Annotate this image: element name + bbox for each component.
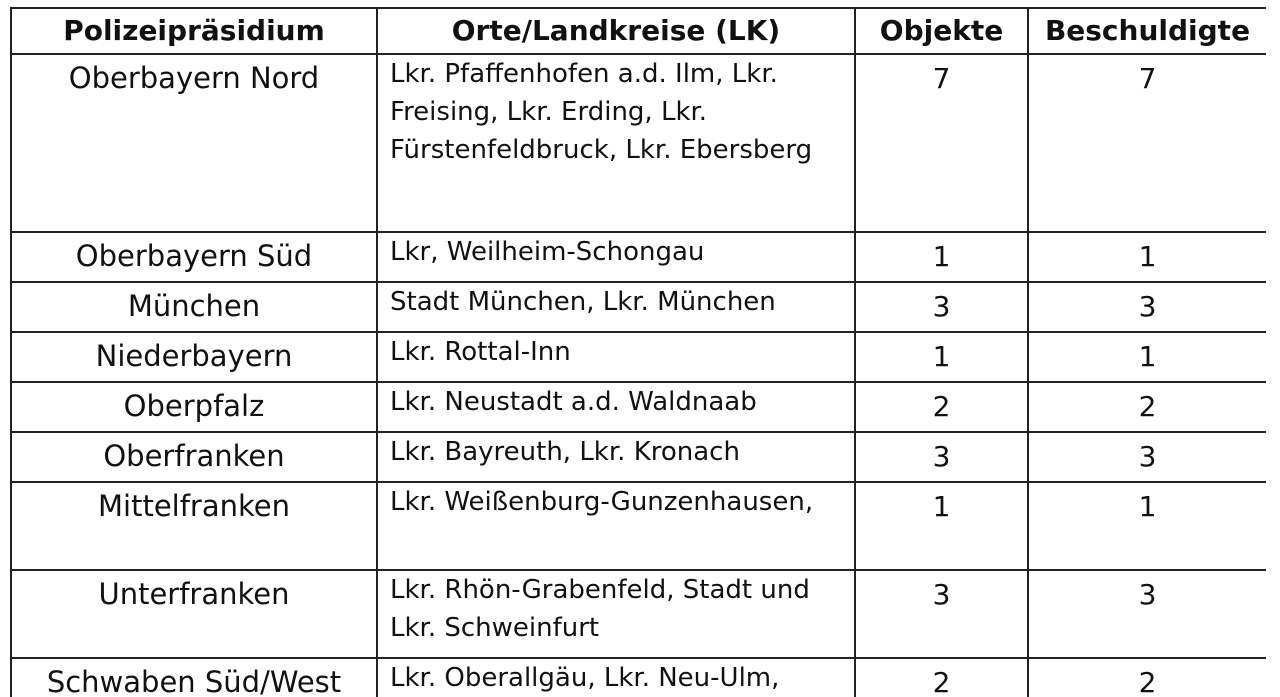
header-beschuldigte: Beschuldigte — [1027, 7, 1266, 55]
cell-orte: Stadt München, Lkr. München — [376, 281, 856, 333]
cell-beschuldigte: 3 — [1027, 281, 1266, 333]
cell-praesidium: Oberbayern Nord — [10, 53, 378, 233]
cell-orte: Lkr. Rhön-Grabenfeld, Stadt und Lkr. Sch… — [376, 569, 856, 659]
cell-orte: Lkr, Weilheim-Schongau — [376, 231, 856, 283]
cell-objekte: 7 — [854, 53, 1029, 233]
table-row: Oberbayern Nord Lkr. Pfaffenhofen a.d. I… — [10, 53, 1266, 233]
cell-orte: Lkr. Oberallgäu, Lkr. Neu-Ulm, — [376, 657, 856, 697]
table-container: Polizeipräsidium Orte/Landkreise (LK) Ob… — [10, 7, 1266, 697]
cell-objekte: 3 — [854, 569, 1029, 659]
header-polizeipraesidium: Polizeipräsidium — [10, 7, 378, 55]
cell-beschuldigte: 1 — [1027, 331, 1266, 383]
cell-orte: Lkr. Rottal-Inn — [376, 331, 856, 383]
table-row: Unterfranken Lkr. Rhön-Grabenfeld, Stadt… — [10, 569, 1266, 659]
cell-praesidium: Schwaben Süd/West — [10, 657, 378, 697]
cell-objekte: 1 — [854, 331, 1029, 383]
table-row: Mittelfranken Lkr. Weißenburg-Gunzenhaus… — [10, 481, 1266, 571]
cell-beschuldigte: 1 — [1027, 231, 1266, 283]
cell-praesidium: Oberpfalz — [10, 381, 378, 433]
cell-beschuldigte: 2 — [1027, 657, 1266, 697]
cell-objekte: 1 — [854, 231, 1029, 283]
table-row: Niederbayern Lkr. Rottal-Inn 1 1 — [10, 331, 1266, 383]
cell-beschuldigte: 7 — [1027, 53, 1266, 233]
cell-beschuldigte: 2 — [1027, 381, 1266, 433]
cell-orte: Lkr. Bayreuth, Lkr. Kronach — [376, 431, 856, 483]
cell-praesidium: Unterfranken — [10, 569, 378, 659]
cell-objekte: 2 — [854, 657, 1029, 697]
cell-objekte: 3 — [854, 431, 1029, 483]
cell-praesidium: Mittelfranken — [10, 481, 378, 571]
table-row: Oberpfalz Lkr. Neustadt a.d. Waldnaab 2 … — [10, 381, 1266, 433]
table-row: Schwaben Süd/West Lkr. Oberallgäu, Lkr. … — [10, 657, 1266, 697]
cell-orte: Lkr. Pfaffenhofen a.d. Ilm, Lkr. Freisin… — [376, 53, 856, 233]
cell-beschuldigte: 3 — [1027, 431, 1266, 483]
table-header-row: Polizeipräsidium Orte/Landkreise (LK) Ob… — [10, 7, 1266, 55]
cell-objekte: 1 — [854, 481, 1029, 571]
cell-objekte: 3 — [854, 281, 1029, 333]
cell-praesidium: Niederbayern — [10, 331, 378, 383]
cell-praesidium: Oberfranken — [10, 431, 378, 483]
header-objekte: Objekte — [854, 7, 1029, 55]
table-row: Oberbayern Süd Lkr, Weilheim-Schongau 1 … — [10, 231, 1266, 283]
cell-praesidium: München — [10, 281, 378, 333]
police-districts-table: Polizeipräsidium Orte/Landkreise (LK) Ob… — [10, 7, 1266, 697]
cell-praesidium: Oberbayern Süd — [10, 231, 378, 283]
cell-orte: Lkr. Neustadt a.d. Waldnaab — [376, 381, 856, 433]
cell-objekte: 2 — [854, 381, 1029, 433]
cell-beschuldigte: 1 — [1027, 481, 1266, 571]
table-row: München Stadt München, Lkr. München 3 3 — [10, 281, 1266, 333]
cell-orte: Lkr. Weißenburg-Gunzenhausen, — [376, 481, 856, 571]
cell-beschuldigte: 3 — [1027, 569, 1266, 659]
header-orte-landkreise: Orte/Landkreise (LK) — [376, 7, 856, 55]
table-row: Oberfranken Lkr. Bayreuth, Lkr. Kronach … — [10, 431, 1266, 483]
